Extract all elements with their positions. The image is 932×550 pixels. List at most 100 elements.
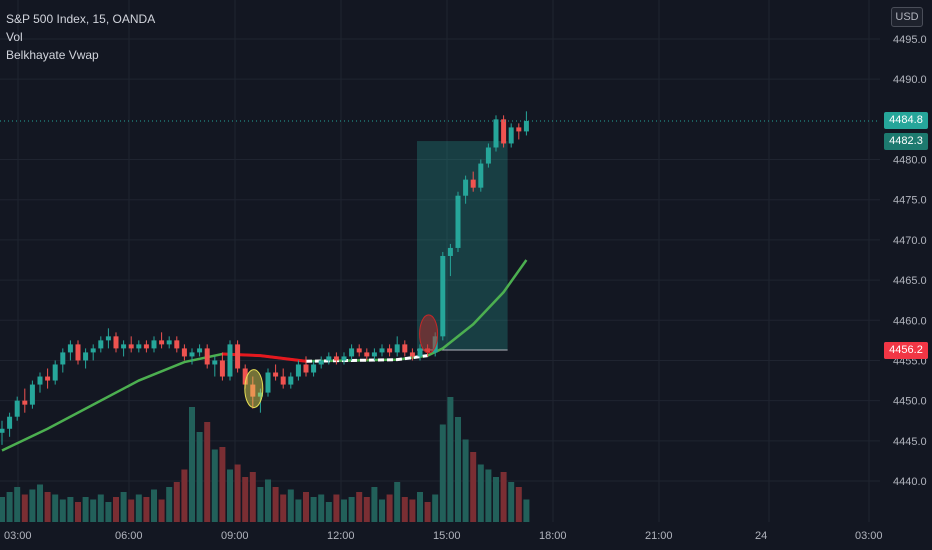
candle-body (493, 119, 499, 148)
volume-bar (44, 492, 51, 522)
volume-bar (173, 482, 180, 522)
time-tick-label: 12:00 (327, 530, 355, 542)
volume-bar (196, 432, 203, 522)
candle-body (121, 344, 127, 349)
candle-body (83, 352, 89, 361)
candle-body (516, 127, 522, 132)
volume-bar (470, 452, 477, 522)
volume-bar (439, 424, 446, 522)
candle-body (501, 119, 507, 144)
volume-bar (151, 489, 157, 522)
candle-body (295, 364, 301, 377)
volume-bar (401, 497, 408, 522)
price-axis[interactable]: 4440.04445.04450.04455.04460.04465.04470… (893, 34, 927, 488)
currency-button[interactable]: USD (891, 7, 923, 27)
volume-bar (211, 449, 218, 522)
candle-body (379, 348, 385, 353)
candle-body (227, 344, 233, 377)
price-tick-label: 4475.0 (893, 195, 927, 207)
chart-grid (0, 0, 880, 522)
vwap-segment (222, 352, 307, 363)
candle-body (470, 179, 476, 188)
ellipse-annotations[interactable] (244, 314, 439, 409)
time-tick-label: 21:00 (645, 530, 673, 542)
volume-bar (280, 494, 287, 522)
candle-body (394, 344, 400, 353)
candle-body (0, 428, 5, 433)
volume-bar (59, 499, 66, 522)
volume-bar (257, 487, 264, 522)
volume-bar (135, 494, 142, 522)
time-tick-label: 18:00 (539, 530, 567, 542)
volume-bar (417, 492, 423, 522)
volume-bar (37, 484, 43, 522)
volume-bar (447, 397, 454, 522)
price-tick-label: 4480.0 (893, 155, 927, 167)
candle-body (508, 127, 514, 144)
time-axis[interactable]: 03:00 06:00 09:00 12:00 15:00 18:00 21:00 24 03:… (4, 530, 883, 542)
candle-body (242, 368, 248, 385)
volume-bar (6, 492, 13, 522)
candle-body (273, 372, 279, 377)
price-tag: 4482.3 (884, 132, 928, 150)
long-position-box[interactable] (417, 141, 508, 351)
candle-body (455, 195, 461, 248)
price-tag: 4484.8 (884, 112, 928, 130)
volume-bar (143, 497, 150, 522)
candlesticks (0, 111, 529, 445)
price-tick-label: 4460.0 (893, 315, 927, 327)
volume-bar (242, 477, 249, 522)
ellipse-marker (419, 314, 439, 354)
candle-body (143, 344, 149, 349)
volume-bar (272, 487, 279, 522)
volume-bar (90, 499, 97, 522)
volume-bar (409, 499, 416, 522)
time-tick-label: 03:00 (4, 530, 32, 542)
legend-volume[interactable]: Vol (6, 30, 23, 44)
candle-body (485, 147, 491, 164)
volume-bar (462, 439, 469, 522)
volume-bar (341, 499, 347, 522)
candle-body (159, 340, 165, 345)
volume-bar (181, 469, 188, 522)
candle-body (14, 400, 20, 417)
volume-bar (493, 477, 499, 522)
time-tick-label: 15:00 (433, 530, 461, 542)
time-tick-label: 24 (755, 530, 767, 542)
candle-body (371, 352, 377, 357)
volume-bar (29, 489, 36, 522)
legend-indicator[interactable]: Belkhayate Vwap (6, 48, 99, 62)
candle-body (432, 336, 438, 353)
volume-bar (310, 497, 317, 522)
volume-bar (75, 502, 81, 522)
time-tick-label: 09:00 (221, 530, 249, 542)
volume-bar (67, 497, 74, 522)
volume-bar (363, 497, 370, 522)
volume-bar (325, 502, 332, 522)
volume-bar (166, 487, 173, 522)
candle-body (250, 384, 256, 397)
volume-bar (379, 499, 385, 522)
volume-bar (477, 464, 484, 522)
volume-bar (500, 472, 507, 522)
candle-body (235, 344, 241, 369)
candle-body (204, 348, 210, 365)
candle-body (333, 356, 339, 361)
volume-bars (0, 397, 530, 522)
candle-body (181, 348, 187, 357)
price-tick-label: 4465.0 (893, 275, 927, 287)
candle-body (311, 364, 317, 373)
candle-body (288, 376, 294, 385)
candle-body (409, 352, 415, 357)
volume-bar (318, 494, 325, 522)
volume-bar (249, 472, 256, 522)
candle-body (197, 348, 203, 353)
volume-bar (14, 487, 21, 522)
candle-body (257, 392, 263, 397)
volume-bar (21, 494, 28, 522)
legend-symbol[interactable]: S&P 500 Index, 15, OANDA (6, 12, 156, 26)
volume-bar (515, 487, 522, 522)
volume-bar (523, 499, 530, 522)
volume-bar (52, 494, 59, 522)
